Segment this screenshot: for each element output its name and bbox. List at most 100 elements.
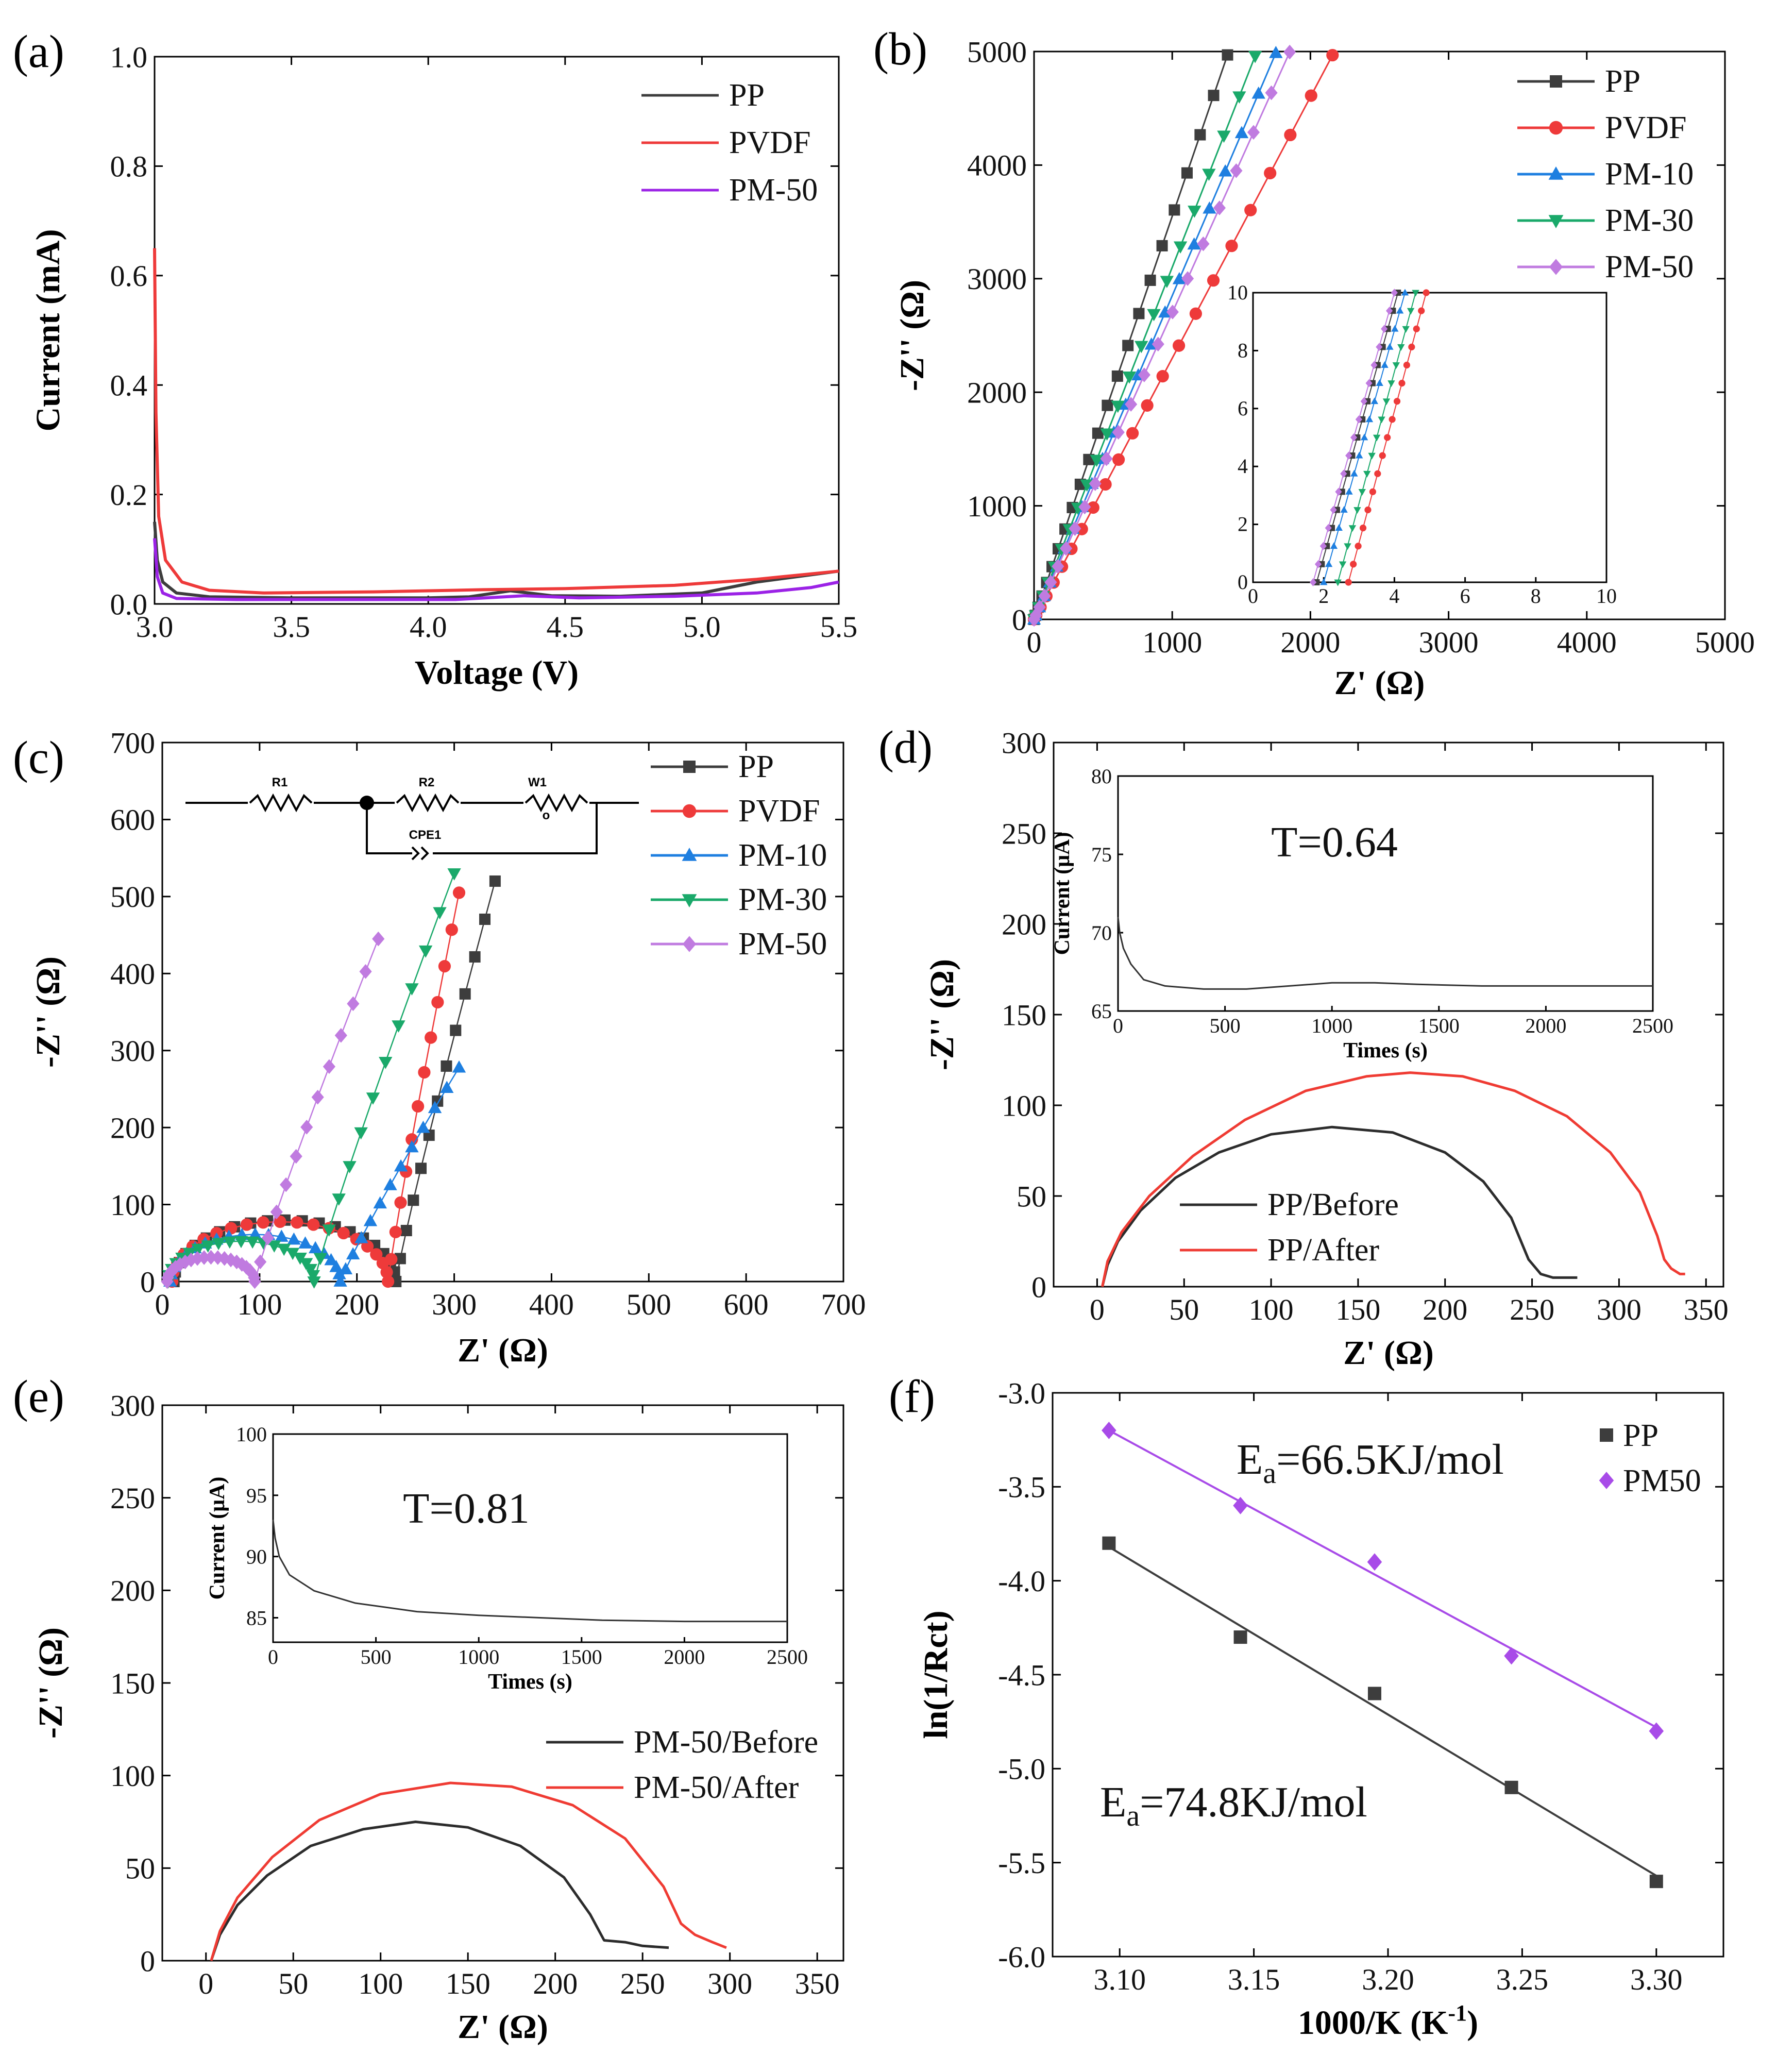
data-point-PVDF: [1126, 427, 1139, 440]
data-point-PM-50: [254, 1254, 267, 1270]
inset-point-PM-30: [1382, 398, 1391, 406]
data-point-PM-50: [280, 1177, 293, 1192]
inset-point-PM-30: [1373, 434, 1381, 442]
data-point-PM50: [1504, 1647, 1519, 1665]
data-point-PM-10: [1251, 86, 1265, 99]
inset-point-PM-50: [1325, 524, 1332, 532]
y-tick-label: -3.5: [998, 1471, 1045, 1504]
data-point-PM-50: [235, 1257, 248, 1272]
data-point-PM-50: [1247, 125, 1260, 140]
inset-point-PVDF: [1389, 416, 1396, 423]
data-point-PM-30: [277, 1243, 291, 1256]
data-point-PVDF: [445, 923, 458, 936]
data-point-PM-10: [332, 1267, 346, 1279]
legend-PP-label: PP: [738, 749, 774, 784]
data-point-PM-30: [433, 907, 447, 920]
inset-point-PM-50: [1360, 397, 1367, 406]
warburg-W1: [524, 793, 588, 813]
inset-y-tick-label: 95: [246, 1484, 267, 1507]
transference-annotation: T=0.81: [403, 1485, 530, 1532]
data-point-PP: [415, 1163, 427, 1174]
x-tick-label: 5000: [1695, 626, 1755, 659]
cpe-branch: [366, 803, 598, 854]
inset-point-PVDF: [1393, 398, 1401, 405]
x-tick-label: 3.25: [1496, 1963, 1549, 1996]
inset-point-PVDF: [1379, 452, 1386, 459]
data-point-PM-50: [1181, 271, 1194, 286]
panel-label-f: (f): [889, 1371, 935, 1422]
y-tick-label: 500: [110, 880, 155, 914]
x-tick-label: 0: [1027, 626, 1042, 659]
inset-y-tick-label: 90: [246, 1545, 267, 1569]
data-point-PM-50: [323, 1059, 335, 1074]
data-point-PP: [1367, 1687, 1381, 1700]
data-point-PM-50: [184, 1252, 197, 1268]
data-point-PVDF: [225, 1222, 238, 1235]
legend-PM-10-marker: [682, 848, 697, 861]
inset-point-PM-30: [1412, 290, 1419, 297]
series-line-PP/Before: [1101, 1125, 1578, 1287]
data-point-PVDF: [380, 1266, 393, 1278]
inset-x-tick-label: 2000: [664, 1645, 705, 1669]
data-point-PM-30: [212, 1238, 226, 1251]
inset-point-PM-10: [1360, 433, 1368, 441]
data-point-PVDF: [1225, 240, 1238, 252]
x-tick-label: 350: [1684, 1293, 1729, 1326]
x-tick-label: 600: [724, 1288, 769, 1321]
inset-point-PM-30: [1368, 452, 1376, 460]
data-point-PM-10: [298, 1236, 312, 1249]
y-tick-label: 100: [110, 1188, 155, 1222]
inset-point-PM-10: [1325, 560, 1333, 567]
axes-frame: [161, 742, 844, 1283]
y-tick-label: -4.0: [998, 1564, 1045, 1598]
y-tick-label: 0: [1031, 1270, 1046, 1304]
x-tick-label: 250: [620, 1967, 665, 2000]
x-tick-label: 0: [198, 1967, 213, 2000]
data-point-PVDF: [1141, 399, 1154, 412]
data-point-PM-30: [1232, 91, 1246, 104]
data-point-PM-30: [234, 1236, 248, 1249]
data-point-PM-10: [339, 1262, 353, 1275]
equivalent-circuit: o R1 R2 W1 CPE1: [185, 776, 639, 861]
x-tick-label: 1000: [1142, 626, 1202, 659]
x-tick-label: 0: [155, 1288, 170, 1321]
inset-point-PM-50: [1314, 560, 1322, 568]
legend-PM-10-marker: [1548, 166, 1564, 180]
data-point-PM-50: [300, 1120, 313, 1135]
activation-energy-pp-subscript: a: [1126, 1799, 1140, 1832]
x-tick-label: 3.20: [1362, 1963, 1414, 1996]
data-point-PM-50: [1283, 44, 1296, 60]
x-tick-label: 300: [432, 1288, 477, 1321]
y-tick-label: 0.6: [110, 259, 148, 293]
inset-point-PVDF: [1359, 525, 1367, 532]
x-axis-label: Z' (Ω): [458, 2008, 548, 2046]
x-tick-label: 3.15: [1228, 1963, 1280, 1996]
legend-PM-50/Before-label: PM-50/Before: [634, 1725, 818, 1760]
inset-point-PVDF: [1418, 307, 1425, 314]
data-point-PM-30: [306, 1270, 320, 1283]
data-point-PM-10: [373, 1196, 387, 1209]
inset-point-PVDF: [1423, 289, 1430, 296]
activation-energy-pp-value: =74.8KJ/mol: [1140, 1778, 1367, 1826]
inset-point-PVDF: [1374, 470, 1381, 477]
legend-PM-50-marker: [1549, 259, 1563, 275]
inset-point-PM-30: [1392, 362, 1400, 369]
inset-x-tick-label: 1500: [561, 1645, 602, 1669]
series-line-PM-50: [153, 538, 839, 601]
x-tick-label: 150: [1335, 1293, 1380, 1326]
data-point-PVDF: [1112, 453, 1125, 466]
data-point-PVDF: [361, 1240, 374, 1253]
data-point-PVDF: [1087, 501, 1099, 514]
data-point-PM-10: [248, 1227, 262, 1240]
data-point-PP: [479, 913, 491, 925]
inset-y-tick-label: 75: [1091, 843, 1112, 866]
data-point-PP: [1208, 90, 1220, 102]
y-tick-label: 600: [110, 803, 155, 837]
data-point-PP: [459, 988, 471, 1000]
data-point-PM-10: [1218, 164, 1232, 177]
data-point-PVDF: [1284, 128, 1297, 142]
data-point-PVDF: [385, 1253, 398, 1266]
x-tick-label: 4.5: [547, 610, 584, 644]
data-point-PM-50: [230, 1254, 243, 1270]
data-point-PM-50: [1125, 397, 1138, 412]
